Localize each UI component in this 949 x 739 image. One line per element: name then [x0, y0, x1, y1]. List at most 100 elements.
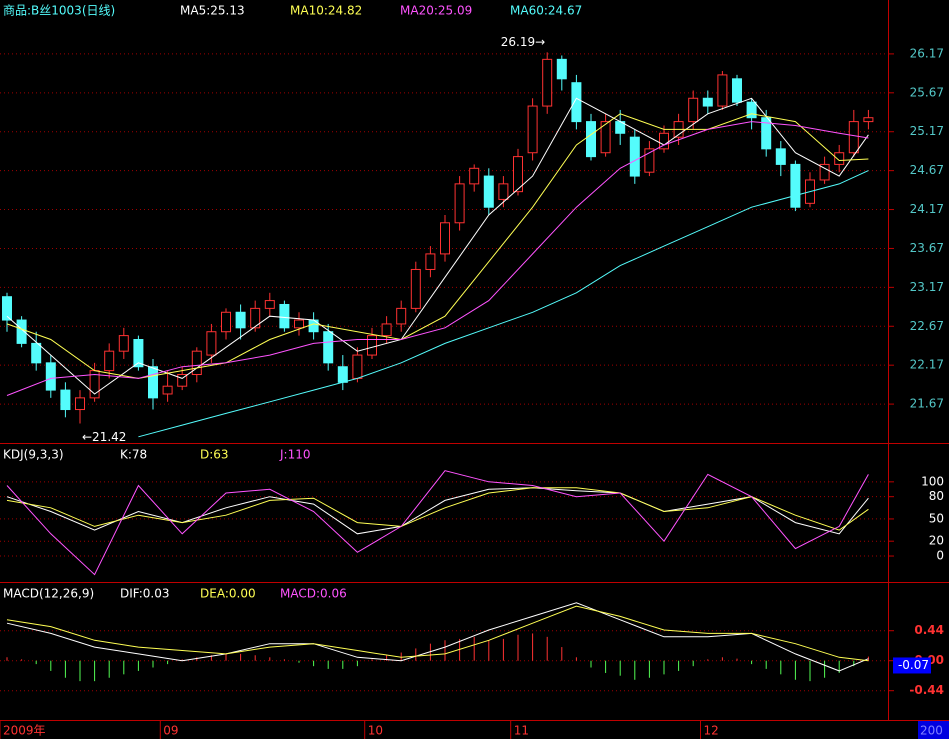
candle-body: [148, 366, 158, 399]
candle-body: [264, 300, 275, 309]
legend-entry: D:63: [200, 448, 229, 462]
x-tick-label: 2009年: [3, 724, 46, 738]
cursor-box: [893, 657, 931, 674]
legend-entry: MA20:25.09: [400, 4, 472, 18]
candle-body: [790, 163, 801, 208]
candle-body: [162, 385, 173, 395]
candle-body: [644, 148, 655, 173]
candle-body: [118, 335, 129, 352]
candle-body: [2, 296, 12, 321]
legend-entry: DIF:0.03: [120, 587, 170, 601]
y-tick-label: 25.17: [910, 124, 944, 138]
legend-entry: K:78: [120, 448, 147, 462]
y-tick-label: 80: [929, 489, 944, 503]
candle-body: [45, 362, 56, 391]
indicator-line: [6, 113, 869, 379]
candle-body: [410, 268, 421, 309]
indicator-line: [6, 487, 869, 535]
x-tick-label: 11: [514, 724, 529, 738]
y-tick-label: 23.17: [910, 280, 944, 294]
candle-body: [834, 152, 845, 165]
legend-entry: MACD:0.06: [280, 587, 347, 601]
candle-body: [235, 311, 246, 329]
y-tick-label: 50: [929, 511, 944, 525]
y-tick-label: 22.67: [910, 319, 944, 333]
indicator-line: [6, 487, 869, 531]
x-tick-label: 12: [704, 724, 719, 738]
y-tick-label: 26.17: [910, 46, 944, 60]
candle-body: [31, 342, 42, 364]
panel-title: MACD(12,26,9): [3, 587, 94, 601]
indicator-line: [6, 97, 869, 395]
panel-title: 商品:B丝1003(日线): [3, 3, 115, 18]
candle-body: [206, 331, 217, 356]
y-tick-label: 0.44: [914, 623, 944, 637]
candle-body: [469, 167, 480, 185]
candle-body: [104, 350, 115, 372]
candle-body: [323, 331, 334, 364]
candle-body: [75, 397, 85, 411]
corner-box: [918, 721, 949, 739]
candle-body: [498, 183, 509, 200]
candle-body: [191, 350, 202, 376]
candle-body: [586, 121, 596, 158]
candle-body: [688, 97, 699, 123]
candle-body: [556, 58, 567, 80]
indicator-line: [6, 121, 869, 396]
y-tick-label: 0: [936, 549, 944, 563]
legend-entry: DEA:0.00: [200, 587, 256, 601]
candle-body: [177, 374, 188, 387]
candle-body: [600, 121, 611, 154]
y-tick-label: 21.67: [910, 397, 944, 411]
indicator-line: [6, 605, 869, 662]
candle-body: [352, 354, 363, 379]
candle-body: [396, 307, 407, 325]
x-tick-label: 09: [163, 724, 178, 738]
y-tick-label: 23.67: [910, 241, 944, 255]
candle-body: [659, 132, 669, 150]
y-tick-label: -0.44: [909, 683, 944, 697]
candle-body: [60, 389, 71, 411]
candle-body: [483, 175, 494, 208]
candle-body: [629, 136, 640, 177]
y-tick-label: 22.17: [910, 358, 944, 372]
candle-body: [440, 222, 450, 255]
indicator-line: [6, 602, 869, 672]
legend-entry: MA5:25.13: [180, 4, 245, 18]
candle-body: [221, 311, 231, 333]
candle-body: [337, 366, 348, 383]
candle-body: [848, 121, 859, 154]
y-tick-label: 20: [929, 534, 944, 548]
candle-body: [294, 319, 304, 329]
candle-body: [381, 323, 392, 337]
extreme-annotation: ←21.42: [82, 430, 126, 444]
candle-body: [571, 82, 582, 123]
candle-body: [425, 253, 436, 270]
extreme-annotation: 26.19→: [501, 35, 545, 49]
y-tick-label: 100: [921, 474, 944, 488]
candle-body: [279, 303, 290, 329]
candle-body: [819, 163, 830, 181]
candle-body: [702, 97, 713, 107]
candle-body: [367, 335, 377, 356]
candle-body: [717, 74, 728, 107]
candle-body: [863, 117, 874, 123]
legend-entry: MA10:24.82: [290, 4, 362, 18]
candle-body: [732, 78, 742, 103]
panel-title: KDJ(9,3,3): [3, 448, 64, 462]
candle-body: [542, 58, 553, 107]
y-tick-label: 25.67: [910, 85, 944, 99]
candle-body: [746, 101, 757, 119]
y-tick-label: 24.17: [910, 202, 944, 216]
candle-body: [761, 117, 772, 150]
cursor-value: -0.07: [898, 658, 929, 672]
legend-entry: J:110: [279, 448, 311, 462]
candle-body: [513, 156, 523, 193]
legend-entry: MA60:24.67: [510, 4, 582, 18]
indicator-line: [138, 170, 869, 438]
candle-body: [454, 183, 465, 224]
candle-body: [16, 319, 27, 344]
candle-body: [133, 339, 144, 368]
